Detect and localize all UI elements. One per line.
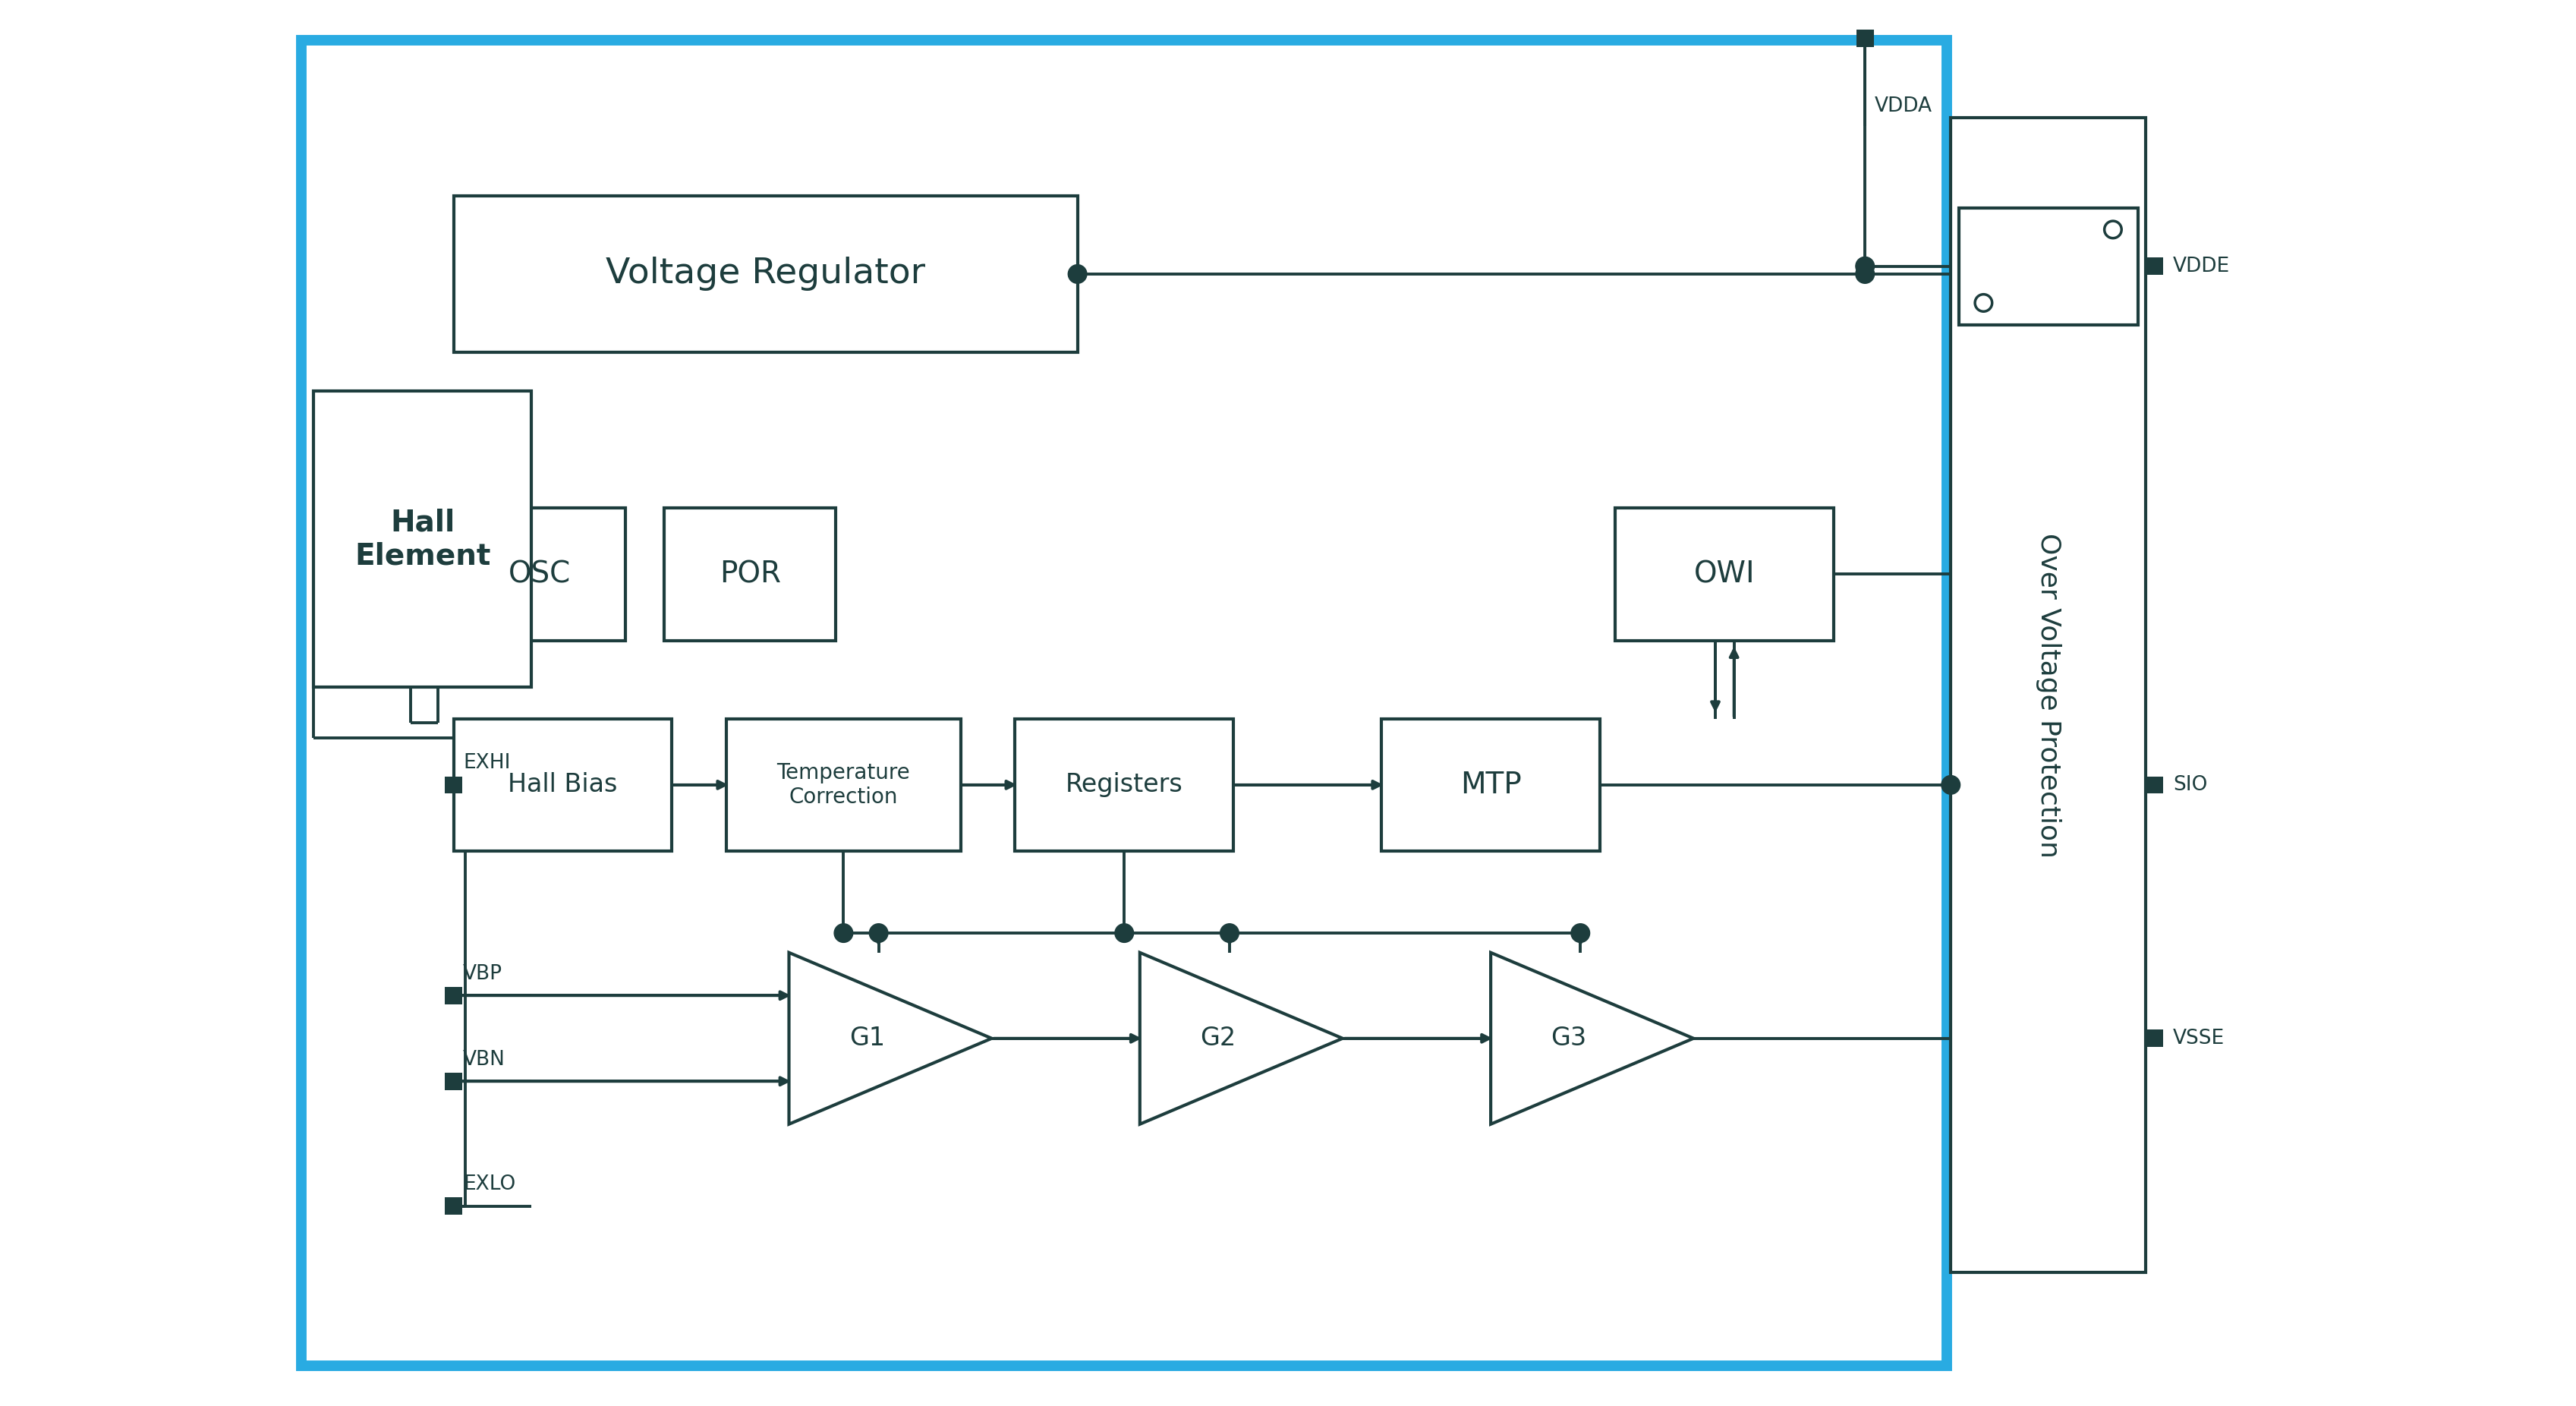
- Text: G1: G1: [850, 1026, 884, 1050]
- Circle shape: [1942, 776, 1960, 794]
- Text: Temperature
Correction: Temperature Correction: [778, 762, 909, 808]
- FancyBboxPatch shape: [453, 195, 1077, 352]
- Circle shape: [1571, 924, 1589, 942]
- Circle shape: [1069, 264, 1087, 284]
- Circle shape: [835, 924, 853, 942]
- Text: EXHI: EXHI: [464, 754, 510, 773]
- Circle shape: [1115, 924, 1133, 942]
- Text: MTP: MTP: [1461, 770, 1522, 800]
- FancyBboxPatch shape: [314, 391, 531, 688]
- Text: Over Voltage Protection: Over Voltage Protection: [2035, 533, 2061, 858]
- Circle shape: [1855, 257, 1875, 276]
- Text: POR: POR: [719, 560, 781, 589]
- FancyBboxPatch shape: [1615, 508, 1834, 641]
- Text: VDDE: VDDE: [2174, 256, 2231, 276]
- Text: VBP: VBP: [464, 965, 502, 984]
- Text: G2: G2: [1200, 1026, 1236, 1050]
- Circle shape: [2105, 221, 2123, 238]
- FancyBboxPatch shape: [2146, 1029, 2164, 1047]
- Text: Registers: Registers: [1066, 772, 1182, 797]
- FancyBboxPatch shape: [2146, 257, 2164, 274]
- FancyBboxPatch shape: [1381, 718, 1600, 851]
- FancyBboxPatch shape: [1958, 208, 2138, 325]
- Circle shape: [1855, 264, 1875, 284]
- FancyBboxPatch shape: [665, 508, 835, 641]
- FancyBboxPatch shape: [1857, 30, 1873, 46]
- FancyBboxPatch shape: [446, 1073, 461, 1090]
- FancyBboxPatch shape: [1015, 718, 1234, 851]
- FancyBboxPatch shape: [726, 718, 961, 851]
- Text: Hall
Element: Hall Element: [355, 508, 489, 571]
- Text: OWI: OWI: [1695, 560, 1754, 589]
- Text: VBN: VBN: [464, 1050, 505, 1070]
- Text: VDDA: VDDA: [1875, 97, 1932, 117]
- FancyBboxPatch shape: [453, 718, 672, 851]
- Circle shape: [1976, 294, 1991, 312]
- Text: G3: G3: [1551, 1026, 1587, 1050]
- Text: Voltage Regulator: Voltage Regulator: [605, 257, 925, 291]
- Text: SIO: SIO: [2174, 775, 2208, 794]
- Text: Hall Bias: Hall Bias: [507, 772, 618, 797]
- Text: VSSE: VSSE: [2174, 1029, 2226, 1049]
- FancyBboxPatch shape: [446, 1198, 461, 1215]
- FancyBboxPatch shape: [2146, 776, 2164, 793]
- Text: OSC: OSC: [507, 560, 572, 589]
- FancyBboxPatch shape: [1950, 118, 2146, 1272]
- Text: EXLO: EXLO: [464, 1174, 515, 1194]
- FancyBboxPatch shape: [446, 987, 461, 1004]
- FancyBboxPatch shape: [453, 508, 626, 641]
- FancyBboxPatch shape: [446, 776, 461, 793]
- Circle shape: [868, 924, 889, 942]
- Circle shape: [1221, 924, 1239, 942]
